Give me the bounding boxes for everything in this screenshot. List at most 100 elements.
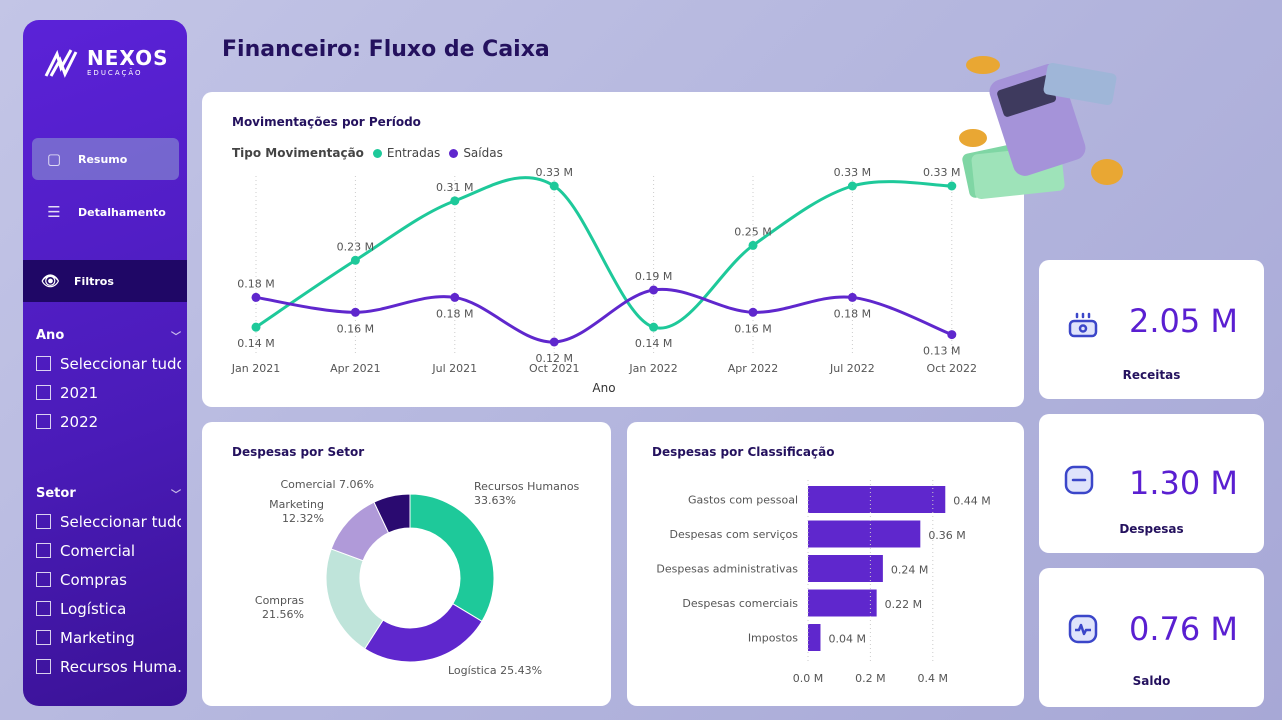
option-label: Recursos Huma... xyxy=(60,657,181,676)
checkbox[interactable] xyxy=(36,414,51,429)
filter-option[interactable]: Seleccionar tudo xyxy=(36,507,181,536)
legend-saidas[interactable]: Saídas xyxy=(463,146,503,160)
menu-icon: ☰ xyxy=(47,203,61,221)
data-point xyxy=(450,196,460,206)
data-point xyxy=(251,292,261,302)
checkbox[interactable] xyxy=(36,385,51,400)
data-label: 0.33 M xyxy=(834,166,871,179)
data-point xyxy=(649,322,659,332)
filter-ano-header[interactable]: Ano ﹀ xyxy=(36,328,181,343)
chevron-down-icon: ﹀ xyxy=(171,332,181,343)
bar-chart: Gastos com pessoal 0.44 M Despesas com ser… xyxy=(656,480,991,685)
y-tick-label: Despesas comerciais xyxy=(682,597,798,610)
page-title: Financeiro: Fluxo de Caixa xyxy=(222,37,550,62)
filter-option[interactable]: Recursos Huma... xyxy=(36,652,181,681)
checkbox[interactable] xyxy=(36,572,51,587)
logo-icon xyxy=(44,49,78,78)
legend: Tipo Movimentação Entradas Saídas xyxy=(232,146,503,160)
checkbox[interactable] xyxy=(36,356,51,371)
checkbox[interactable] xyxy=(36,659,51,674)
kpi-label: Despesas xyxy=(1119,522,1184,536)
checkbox[interactable] xyxy=(36,630,51,645)
data-point xyxy=(748,307,758,317)
filter-setor-header[interactable]: Setor ﹀ xyxy=(36,486,181,501)
bar-value-label: 0.22 M xyxy=(885,598,922,611)
nav-resumo[interactable]: ▢ Resumo xyxy=(32,138,179,180)
x-tick-label: Jul 2022 xyxy=(829,362,875,375)
y-tick-label: Despesas administrativas xyxy=(656,563,798,576)
calculator-money-illustration xyxy=(959,56,1123,199)
filter-option[interactable]: Marketing xyxy=(36,623,181,652)
kpi-saldo: 0.76 M Saldo xyxy=(1039,568,1264,707)
legend-title: Tipo Movimentação xyxy=(232,146,364,160)
data-point xyxy=(847,292,857,302)
slice-value-label: 33.63% xyxy=(474,494,516,507)
series-line-Saídas xyxy=(255,287,953,344)
y-tick-label: Impostos xyxy=(748,632,798,645)
slice-value-label: 12.32% xyxy=(282,512,324,525)
bar-value-label: 0.04 M xyxy=(828,633,865,646)
pulse-icon xyxy=(1068,614,1098,644)
filter-option[interactable]: Comercial xyxy=(36,536,181,565)
slice-name-label: Marketing xyxy=(269,498,324,511)
x-tick-label: Jul 2021 xyxy=(431,362,477,375)
bar xyxy=(808,555,883,582)
data-label: 0.14 M xyxy=(237,337,274,350)
sidebar: NEXOS EDUCAÇÃO ▢ Resumo ☰ Detalhamento 👁 Fil… xyxy=(23,20,187,706)
checkbox[interactable] xyxy=(36,543,51,558)
checkbox[interactable] xyxy=(36,601,51,616)
chevron-down-icon: ﹀ xyxy=(171,490,181,501)
x-tick-label: Jan 2021 xyxy=(231,362,280,375)
line-chart-card: Movimentações por Período Tipo Movimenta… xyxy=(202,92,1024,407)
y-tick-label: Gastos com pessoal xyxy=(688,494,798,507)
option-label: Comercial xyxy=(60,541,136,560)
eye-icon: 👁 xyxy=(41,272,61,290)
bar-value-label: 0.24 M xyxy=(891,564,928,577)
donut-slice-Compras xyxy=(325,548,384,650)
filter-ano: Ano ﹀ Seleccionar tudo 2021 2022 xyxy=(36,328,181,436)
bar-value-label: 0.44 M xyxy=(953,495,990,508)
option-label: Seleccionar tudo xyxy=(60,512,181,531)
chart-title: Despesas por Classificação xyxy=(652,445,835,459)
slice-label: Comercial 7.06% xyxy=(280,478,374,491)
donut-slice-Logística xyxy=(364,603,483,663)
data-point xyxy=(947,330,957,340)
data-label: 0.14 M xyxy=(635,337,672,350)
data-point xyxy=(847,181,857,191)
filters-header[interactable]: 👁 Filtros xyxy=(23,260,187,302)
filter-title: Ano xyxy=(36,328,65,343)
checkbox[interactable] xyxy=(36,514,51,529)
data-point xyxy=(748,240,758,250)
data-label: 0.18 M xyxy=(237,277,274,290)
filter-option[interactable]: Seleccionar tudo xyxy=(36,349,181,378)
filter-option[interactable]: Compras xyxy=(36,565,181,594)
series-line-Entradas xyxy=(255,176,952,330)
option-label: Marketing xyxy=(60,628,135,647)
kpi-receitas: 2.05 M Receitas xyxy=(1039,260,1264,399)
option-label: Logística xyxy=(60,599,127,618)
x-tick-label: Oct 2022 xyxy=(927,362,978,375)
legend-entradas[interactable]: Entradas xyxy=(386,146,441,160)
data-label: 0.25 M xyxy=(734,225,771,238)
donut-slice-Recursos Humanos xyxy=(409,493,495,623)
money-icon xyxy=(1068,312,1098,338)
kpi-value: 1.30 M xyxy=(1129,464,1239,502)
filter-option[interactable]: 2022 xyxy=(36,407,181,436)
filters-label: Filtros xyxy=(74,274,114,288)
data-label: 0.12 M xyxy=(535,352,572,365)
x-axis-label: Ano xyxy=(592,381,615,395)
filter-option[interactable]: 2021 xyxy=(36,378,181,407)
slice-name-label: Compras xyxy=(255,594,304,607)
data-point xyxy=(947,181,957,191)
nav-detalhamento[interactable]: ☰ Detalhamento xyxy=(32,191,179,233)
x-tick-label: 0.4 M xyxy=(918,672,948,685)
filter-setor: Setor ﹀ Seleccionar tudo Comercial Compra… xyxy=(36,486,181,681)
logo-brand: NEXOS xyxy=(87,46,169,70)
line-chart: Jan 2021 Apr 2021 Jul 2021 Oct 2021 Jan 2022… xyxy=(231,166,978,395)
option-label: 2021 xyxy=(60,383,99,402)
x-tick-label: Jan 2022 xyxy=(628,362,677,375)
filter-option[interactable]: Logística xyxy=(36,594,181,623)
legend-dot-saidas xyxy=(449,148,459,158)
y-tick-label: Despesas com serviços xyxy=(669,528,798,541)
x-tick-label: Oct 2021 xyxy=(529,362,580,375)
